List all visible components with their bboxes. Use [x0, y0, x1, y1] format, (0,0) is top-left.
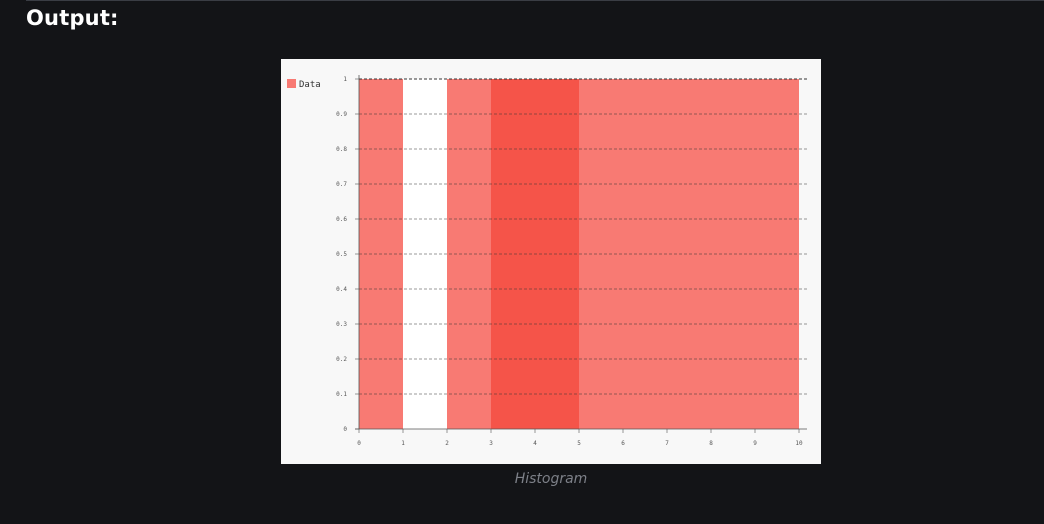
y-tick-label-5: 0.5 — [336, 251, 347, 258]
x-tick-label-2: 2 — [445, 440, 449, 447]
y-tick-label-8: 0.8 — [336, 146, 347, 153]
y-tick-label-1: 0.1 — [336, 391, 347, 398]
figure-caption: Histogram — [514, 471, 588, 487]
x-tick-label-7: 7 — [665, 440, 669, 447]
output-heading: Output: — [26, 6, 119, 30]
x-tick-label-4: 4 — [533, 440, 537, 447]
x-tick-label-10: 10 — [795, 440, 803, 447]
y-tick-label-7: 0.7 — [336, 181, 347, 188]
legend: Data — [287, 79, 321, 90]
x-tick-label-3: 3 — [489, 440, 493, 447]
y-tick-label-10: 1 — [343, 76, 347, 83]
legend-swatch — [287, 79, 296, 88]
y-tick-label-3: 0.3 — [336, 321, 347, 328]
chart-figure: 0 0.1 0.2 0.3 0.4 0.5 0.6 0.7 0.8 0.9 1 0 1 2 3 4 5 6 7 8 9 1… — [281, 59, 821, 464]
x-tick-label-5: 5 — [577, 440, 581, 447]
axes: 00.10.20.30.40.50.60.70.80.910 1 2 3 4 5 6 7 8 9 1… — [336, 75, 807, 447]
y-tick-label-9: 0.9 — [336, 111, 347, 118]
y-tick-label-0: 0 — [343, 426, 347, 433]
y-tick-label-2: 0.2 — [336, 356, 347, 363]
x-tick-label-9: 9 — [753, 440, 757, 447]
x-tick-label-1: 1 — [401, 440, 405, 447]
x-tick-label-8: 8 — [709, 440, 713, 447]
histogram-chart: 00.10.20.30.40.50.60.70.80.910 1 2 3 4 5 6 7 8 9 1… — [281, 59, 821, 464]
y-tick-label-6: 0.6 — [336, 216, 347, 223]
x-tick-label-0: 0 — [357, 440, 361, 447]
legend-label: Data — [299, 80, 321, 90]
top-divider — [26, 0, 1044, 1]
y-tick-label-4: 0.4 — [336, 286, 347, 293]
x-tick-label-6: 6 — [621, 440, 625, 447]
